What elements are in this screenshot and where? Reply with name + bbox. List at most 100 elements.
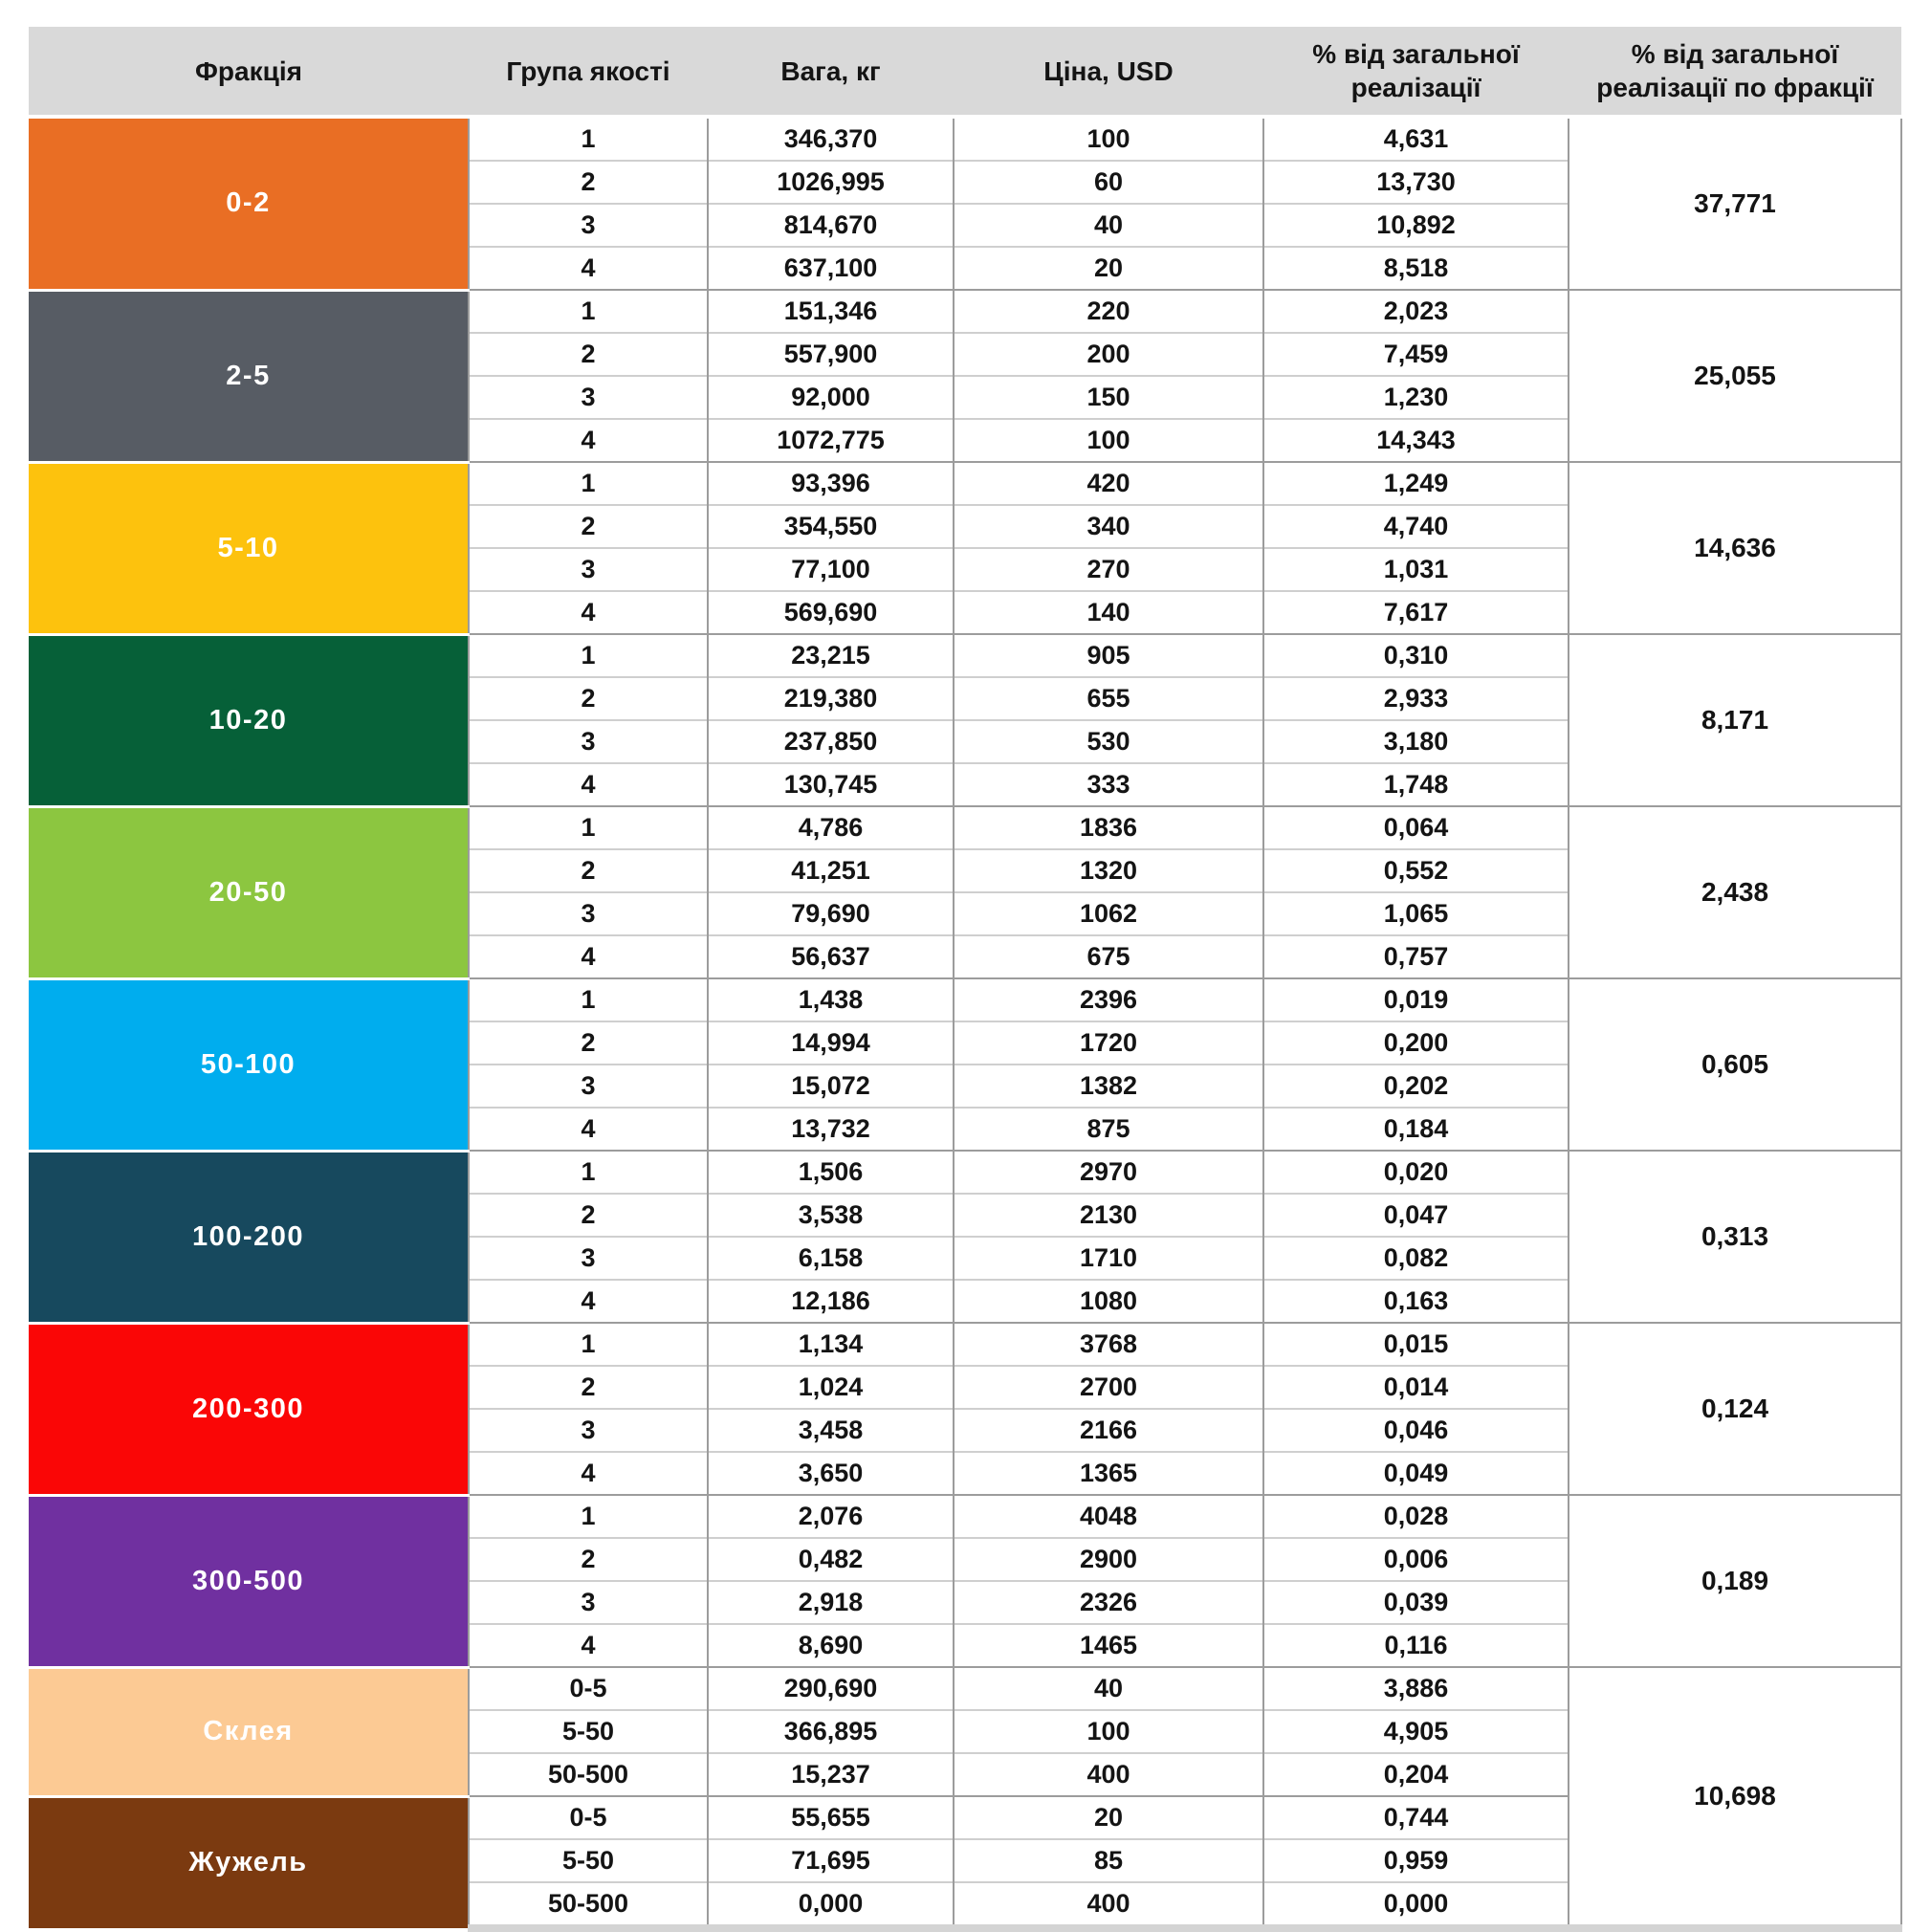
weight-cell: 14,994 [707,1021,954,1065]
share-cell: 4,905 [1262,1709,1569,1753]
weight-cell: 0,000 [707,1881,954,1932]
price-cell: 2970 [953,1150,1263,1194]
fraction-cell: Жужель [29,1794,469,1928]
weight-cell: 569,690 [707,590,954,634]
table-row: 4 13,732 875 0,184 [29,1107,1901,1151]
weight-cell: 3,650 [707,1451,954,1495]
share-cell: 13,730 [1262,160,1569,204]
share-cell: 0,200 [1262,1021,1569,1065]
weight-cell: 1,024 [707,1365,954,1409]
price-cell: 340 [953,504,1263,548]
table-row: 50-100 1 1,438 2396 0,019 0,605 [29,977,1902,1151]
price-cell: 20 [953,246,1263,290]
table-row: 3 2,918 2326 0,039 [29,1580,1901,1624]
price-cell: 100 [953,418,1263,462]
share-cell: 8,518 [1262,246,1569,290]
share-cell: 3,886 [1262,1666,1569,1710]
weight-cell: 6,158 [707,1236,954,1280]
table-row: 4 569,690 140 7,617 [29,590,1901,634]
fraction-cell: 300-500 [29,1493,469,1667]
group-cell: 3 [468,1236,708,1280]
group-cell: 3 [468,1580,708,1624]
price-cell: 655 [953,676,1263,720]
table-row: 2 557,900 200 7,459 [29,332,1901,376]
price-cell: 2900 [953,1537,1263,1581]
fraction-total-cell: 0,605 [1568,977,1902,1151]
table-row: 3 92,000 150 1,230 [29,375,1901,419]
table-row: 4 637,100 20 8,518 [29,246,1901,290]
table-row: 3 237,850 530 3,180 [29,719,1901,763]
fraction-total-cell: 0,313 [1568,1150,1902,1323]
table-row: 2 219,380 655 2,933 [29,676,1901,720]
group-cell: 2 [468,848,708,892]
group-cell: 1 [468,633,708,677]
weight-cell: 814,670 [707,203,954,247]
weight-cell: 219,380 [707,676,954,720]
share-cell: 0,019 [1262,977,1569,1021]
table-row: 3 15,072 1382 0,202 [29,1064,1901,1108]
price-cell: 400 [953,1752,1263,1796]
group-cell: 3 [468,203,708,247]
table-row: 2 0,482 2900 0,006 [29,1537,1901,1581]
price-cell: 1720 [953,1021,1263,1065]
price-cell: 420 [953,461,1263,505]
group-cell: 2 [468,332,708,376]
fraction-total-cell: 25,055 [1568,289,1902,462]
header-quality-group: Група якості [469,27,708,119]
fraction-cell: 50-100 [29,977,469,1151]
table-row: 4 130,745 333 1,748 [29,762,1901,806]
share-cell: 0,082 [1262,1236,1569,1280]
price-cell: 2396 [953,977,1263,1021]
fraction-total-cell: 37,771 [1568,116,1902,290]
weight-cell: 92,000 [707,375,954,419]
share-cell: 0,046 [1262,1408,1569,1452]
share-cell: 1,230 [1262,375,1569,419]
share-cell: 0,204 [1262,1752,1569,1796]
share-cell: 0,064 [1262,805,1569,849]
share-cell: 7,459 [1262,332,1569,376]
table-row: 4 8,690 1465 0,116 [29,1623,1901,1667]
share-cell: 0,202 [1262,1064,1569,1108]
price-cell: 1365 [953,1451,1263,1495]
fraction-total-cell: 2,438 [1568,805,1902,978]
price-cell: 905 [953,633,1263,677]
fraction-total-cell: 0,189 [1568,1494,1902,1667]
price-cell: 2166 [953,1408,1263,1452]
price-cell: 1320 [953,848,1263,892]
price-cell: 270 [953,547,1263,591]
share-cell: 2,023 [1262,289,1569,333]
group-cell: 1 [468,289,708,333]
price-cell: 100 [953,1709,1263,1753]
group-cell: 5-50 [468,1709,708,1753]
price-cell: 40 [953,1666,1263,1710]
group-cell: 4 [468,762,708,806]
table-row: 0-2 1 346,370 100 4,631 37,771 [29,115,1902,290]
group-cell: 4 [468,1623,708,1667]
group-cell: 1 [468,461,708,505]
price-cell: 85 [953,1838,1263,1882]
fraction-total-cell: 0,124 [1568,1322,1902,1495]
share-cell: 0,959 [1262,1838,1569,1882]
share-cell: 0,163 [1262,1279,1569,1323]
price-cell: 1465 [953,1623,1263,1667]
weight-cell: 354,550 [707,504,954,548]
share-cell: 0,116 [1262,1623,1569,1667]
weight-cell: 1,134 [707,1322,954,1366]
table-row: 2 14,994 1720 0,200 [29,1021,1901,1065]
group-cell: 50-500 [468,1881,708,1932]
fraction-cell: 2-5 [29,288,469,462]
fraction-cell: 20-50 [29,804,469,978]
table-row: 3 6,158 1710 0,082 [29,1236,1901,1280]
share-cell: 1,748 [1262,762,1569,806]
table-row: 4 12,186 1080 0,163 [29,1279,1901,1323]
header-row: Фракція Група якості Вага, кг Ціна, USD … [29,27,1901,119]
group-cell: 1 [468,977,708,1021]
price-cell: 4048 [953,1494,1263,1538]
share-cell: 0,757 [1262,934,1569,978]
weight-cell: 15,072 [707,1064,954,1108]
weight-cell: 71,695 [707,1838,954,1882]
price-cell: 675 [953,934,1263,978]
group-cell: 2 [468,504,708,548]
fraction-total-cell: 14,636 [1568,461,1902,634]
group-cell: 2 [468,1021,708,1065]
